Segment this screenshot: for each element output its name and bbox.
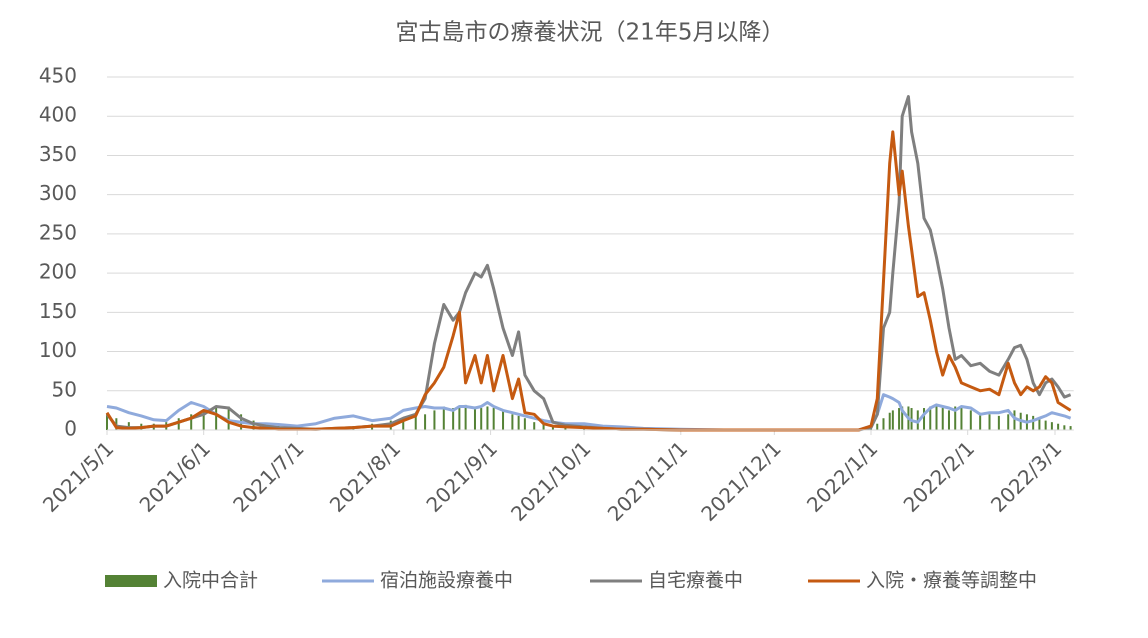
y-tick-label: 150	[39, 299, 77, 323]
legend-label: 入院・療養等調整中	[866, 570, 1037, 592]
bar	[935, 406, 938, 430]
bar	[433, 410, 436, 430]
bar	[177, 418, 180, 430]
legend-label: 自宅療養中	[648, 570, 743, 592]
bar	[923, 408, 926, 430]
bar	[511, 414, 514, 430]
legend-swatch	[105, 575, 157, 587]
bar	[502, 410, 505, 430]
bar	[888, 412, 891, 430]
legend-label: 宿泊施設療養中	[380, 570, 513, 592]
bar	[492, 408, 495, 430]
bar	[954, 406, 957, 430]
bar	[1069, 426, 1072, 430]
bar	[1007, 414, 1010, 430]
bar	[901, 406, 904, 430]
y-tick-label: 300	[39, 181, 77, 205]
bar	[414, 415, 417, 430]
line-series	[105, 130, 1072, 432]
bar	[960, 408, 963, 430]
bar	[1013, 410, 1016, 430]
bar	[442, 406, 445, 430]
bar	[1063, 425, 1066, 430]
y-tick-label: 250	[39, 220, 77, 244]
legend-label: 入院中合計	[163, 570, 258, 592]
bar	[227, 406, 230, 430]
bar	[882, 418, 885, 430]
bar	[891, 410, 894, 430]
bar	[127, 422, 130, 430]
bar	[402, 418, 405, 430]
bar	[564, 427, 567, 430]
bar	[870, 428, 873, 430]
bar	[947, 410, 950, 430]
y-tick-label: 100	[39, 338, 77, 362]
bar	[941, 408, 944, 430]
bar	[458, 406, 461, 430]
bar	[1032, 415, 1035, 430]
bar	[1044, 420, 1047, 430]
bar	[988, 414, 991, 430]
bar	[1038, 418, 1041, 430]
y-tick-label: 200	[39, 260, 77, 284]
bar	[979, 412, 982, 430]
bar	[252, 420, 255, 430]
bar	[202, 410, 205, 430]
bar	[583, 428, 586, 430]
bar	[424, 414, 427, 430]
bar	[464, 404, 467, 430]
bar	[190, 414, 193, 430]
y-tick-label: 0	[64, 417, 77, 441]
bar	[997, 415, 1000, 430]
bar	[898, 408, 901, 430]
bar	[452, 408, 455, 430]
bar	[1050, 422, 1053, 430]
bar	[1057, 423, 1060, 430]
bar	[486, 406, 489, 430]
bar	[969, 410, 972, 430]
bar	[106, 414, 108, 430]
bar	[480, 408, 483, 430]
y-tick-label: 350	[39, 142, 77, 166]
bar	[542, 423, 545, 430]
bar	[523, 418, 526, 430]
y-tick-label: 50	[52, 377, 77, 401]
bar	[533, 422, 536, 430]
bar	[876, 423, 879, 430]
y-tick-label: 400	[39, 103, 77, 127]
bar	[551, 426, 554, 430]
bar	[517, 415, 520, 430]
y-tick-label: 450	[39, 64, 77, 88]
line-series	[106, 393, 1072, 432]
bar	[215, 406, 218, 430]
chart-title: 宮古島市の療養状況（21年5月以降）	[396, 20, 785, 46]
bar	[929, 406, 932, 430]
bar	[473, 406, 476, 430]
